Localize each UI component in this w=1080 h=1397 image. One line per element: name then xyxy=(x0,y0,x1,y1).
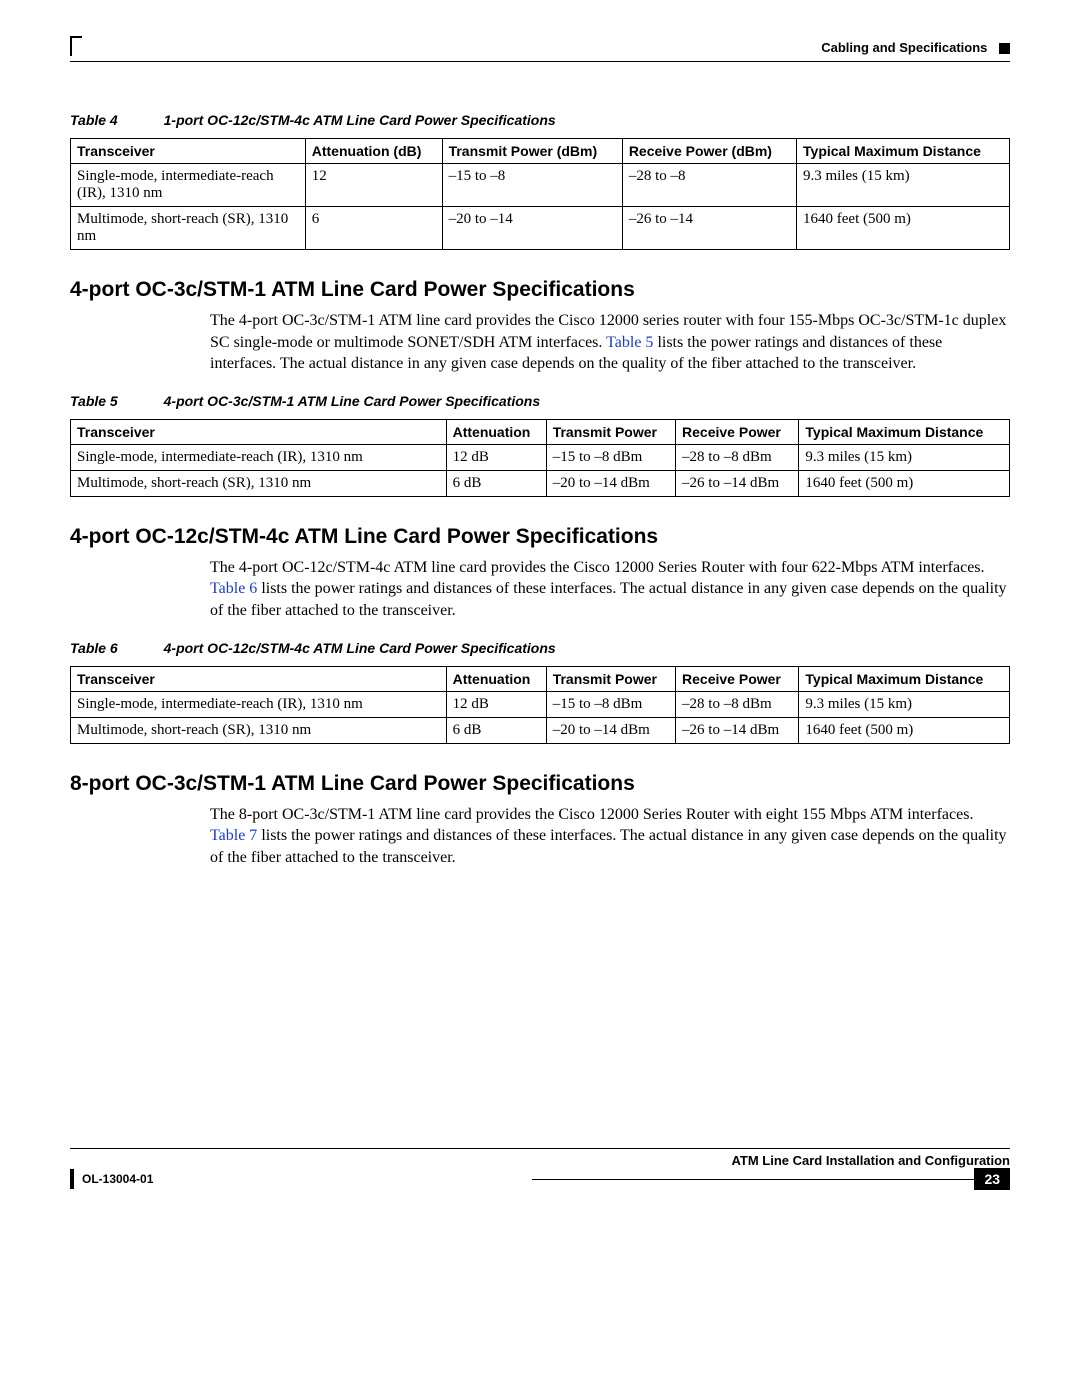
footer-rule xyxy=(70,1148,1010,1149)
table-row: Multimode, short-reach (SR), 1310 nm 6 –… xyxy=(71,207,1010,250)
crop-mark xyxy=(70,36,82,56)
table-row: Single-mode, intermediate-reach (IR), 13… xyxy=(71,691,1010,717)
running-header: Cabling and Specifications xyxy=(70,40,1010,55)
table5-title: 4-port OC-3c/STM-1 ATM Line Card Power S… xyxy=(164,393,541,409)
header-rule xyxy=(70,61,1010,62)
running-header-text: Cabling and Specifications xyxy=(821,40,987,55)
table-row: Single-mode, intermediate-reach (IR), 13… xyxy=(71,444,1010,470)
table6-link[interactable]: Table 6 xyxy=(210,580,257,597)
page-number-badge: 23 xyxy=(974,1168,1010,1190)
section7-heading: 8-port OC-3c/STM-1 ATM Line Card Power S… xyxy=(70,772,1010,796)
table4-title: 1-port OC-12c/STM-4c ATM Line Card Power… xyxy=(164,112,556,128)
table4-caption: Table 4 1-port OC-12c/STM-4c ATM Line Ca… xyxy=(70,112,1010,128)
table5-label: Table 5 xyxy=(70,393,118,409)
table5: Transceiver Attenuation Transmit Power R… xyxy=(70,419,1010,497)
section6-paragraph: The 4-port OC-12c/STM-4c ATM line card p… xyxy=(70,557,1010,622)
table4-header-row: Transceiver Attenuation (dB) Transmit Po… xyxy=(71,139,1010,164)
table5-caption: Table 5 4-port OC-3c/STM-1 ATM Line Card… xyxy=(70,393,1010,409)
footer-doc-title: ATM Line Card Installation and Configura… xyxy=(70,1153,1010,1168)
table4-col2: Transmit Power (dBm) xyxy=(442,139,622,164)
footer-bar-icon xyxy=(70,1169,74,1189)
table4-col0: Transceiver xyxy=(71,139,306,164)
table5-header-row: Transceiver Attenuation Transmit Power R… xyxy=(71,419,1010,444)
table6-caption: Table 6 4-port OC-12c/STM-4c ATM Line Ca… xyxy=(70,640,1010,656)
table4-col3: Receive Power (dBm) xyxy=(622,139,796,164)
table4-col4: Typical Maximum Distance xyxy=(797,139,1010,164)
table-row: Single-mode, intermediate-reach (IR), 13… xyxy=(71,164,1010,207)
table6-header-row: Transceiver Attenuation Transmit Power R… xyxy=(71,666,1010,691)
table7-link[interactable]: Table 7 xyxy=(210,827,257,844)
section7-paragraph: The 8-port OC-3c/STM-1 ATM line card pro… xyxy=(70,804,1010,869)
header-square-icon xyxy=(999,43,1010,54)
table-row: Multimode, short-reach (SR), 1310 nm 6 d… xyxy=(71,717,1010,743)
table6: Transceiver Attenuation Transmit Power R… xyxy=(70,666,1010,744)
table5-link[interactable]: Table 5 xyxy=(606,334,653,351)
page-footer: ATM Line Card Installation and Configura… xyxy=(70,1148,1010,1190)
section6-heading: 4-port OC-12c/STM-4c ATM Line Card Power… xyxy=(70,525,1010,549)
table4: Transceiver Attenuation (dB) Transmit Po… xyxy=(70,138,1010,250)
section5-heading: 4-port OC-3c/STM-1 ATM Line Card Power S… xyxy=(70,278,1010,302)
footer-doc-number: OL-13004-01 xyxy=(82,1172,524,1186)
table6-title: 4-port OC-12c/STM-4c ATM Line Card Power… xyxy=(164,640,556,656)
table4-label: Table 4 xyxy=(70,112,118,128)
section5-paragraph: The 4-port OC-3c/STM-1 ATM line card pro… xyxy=(70,310,1010,375)
footer-sub-rule xyxy=(532,1179,974,1180)
table4-col1: Attenuation (dB) xyxy=(305,139,442,164)
table6-label: Table 6 xyxy=(70,640,118,656)
table-row: Multimode, short-reach (SR), 1310 nm 6 d… xyxy=(71,470,1010,496)
